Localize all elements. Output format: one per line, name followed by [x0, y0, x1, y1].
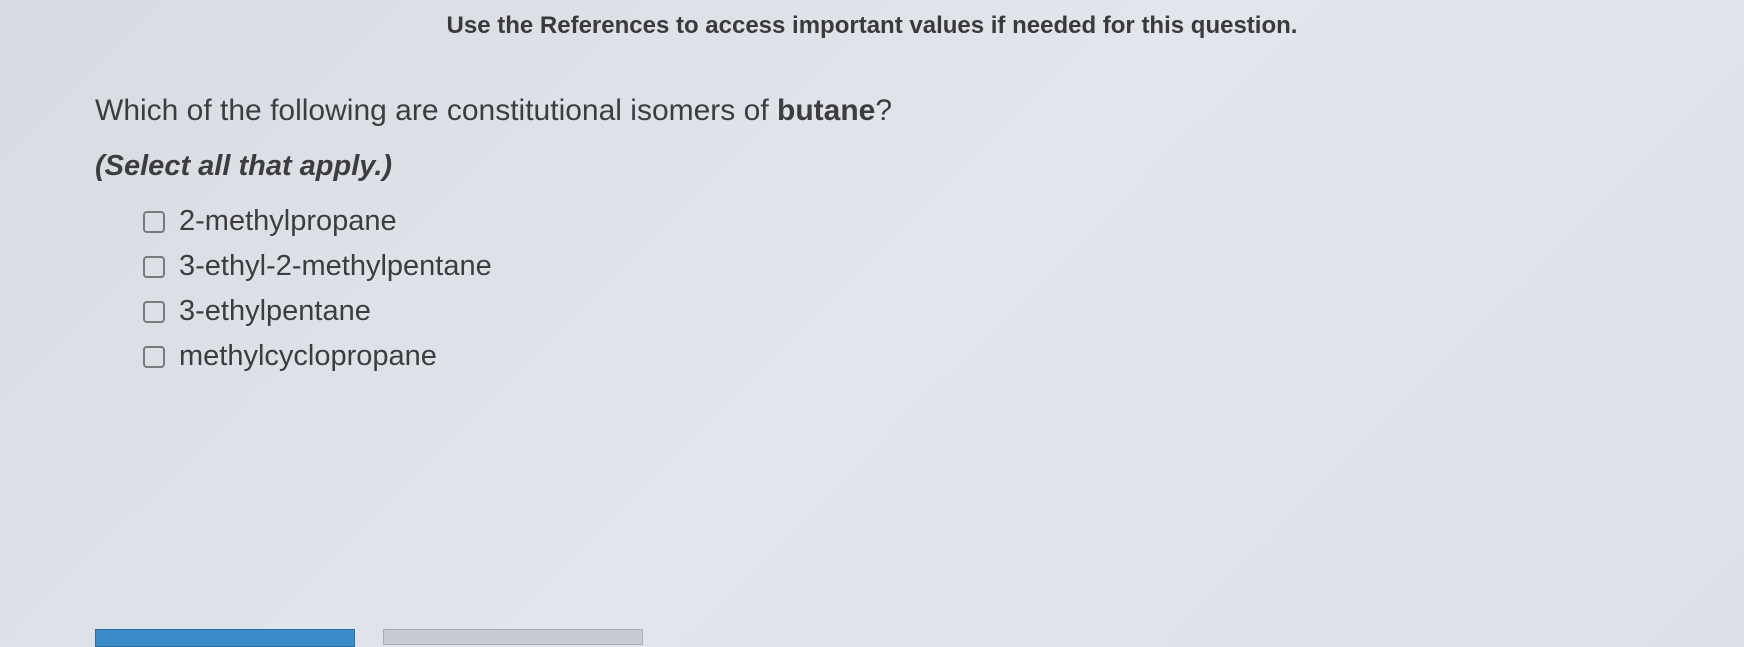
options-list: 2-methylpropane 3-ethyl-2-methylpentane … — [95, 205, 1649, 373]
option-checkbox-3[interactable] — [143, 301, 165, 323]
option-label: methylcyclopropane — [179, 340, 437, 373]
secondary-button[interactable] — [383, 629, 643, 645]
question-text-before: Which of the following are constitutiona… — [95, 94, 777, 127]
option-checkbox-2[interactable] — [143, 256, 165, 278]
option-checkbox-4[interactable] — [143, 346, 165, 368]
question-section: Which of the following are constitutiona… — [0, 90, 1744, 373]
reference-note: Use the References to access important v… — [0, 0, 1744, 90]
option-label: 2-methylpropane — [179, 205, 397, 238]
option-row: 3-ethyl-2-methylpentane — [143, 250, 1649, 283]
question-bold-term: butane — [777, 94, 875, 127]
question-text-after: ? — [875, 94, 892, 127]
question-text: Which of the following are constitutiona… — [95, 90, 1649, 132]
submit-button[interactable] — [95, 629, 355, 647]
question-container: Use the References to access important v… — [0, 0, 1744, 647]
option-row: 2-methylpropane — [143, 205, 1649, 238]
option-row: methylcyclopropane — [143, 340, 1649, 373]
instruction-text: (Select all that apply.) — [95, 150, 1649, 183]
option-row: 3-ethylpentane — [143, 295, 1649, 328]
option-checkbox-1[interactable] — [143, 211, 165, 233]
option-label: 3-ethylpentane — [179, 295, 371, 328]
bottom-buttons — [95, 629, 643, 647]
option-label: 3-ethyl-2-methylpentane — [179, 250, 492, 283]
